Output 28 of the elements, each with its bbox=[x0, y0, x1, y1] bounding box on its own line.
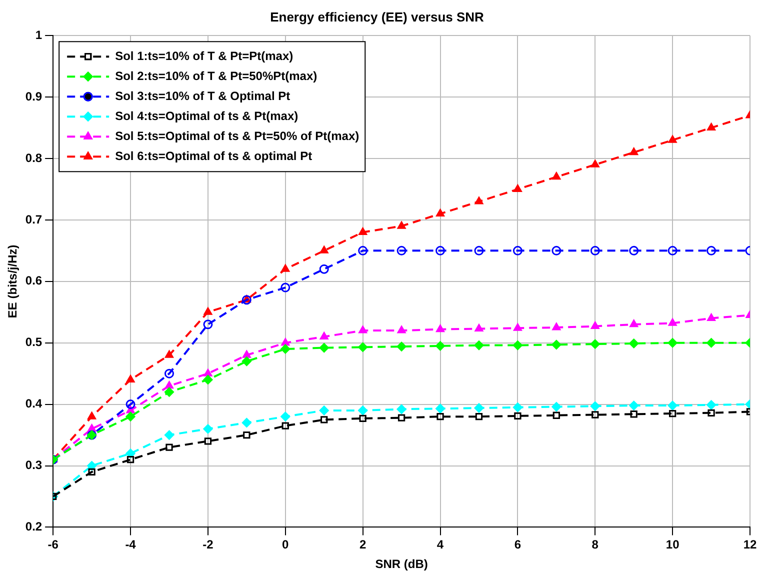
x-tick-label: 4 bbox=[436, 538, 444, 552]
y-tick-label: 0.8 bbox=[25, 150, 42, 165]
x-tick-label: 8 bbox=[592, 538, 599, 552]
x-tick-label: -6 bbox=[48, 538, 59, 552]
y-tick-label: 0.3 bbox=[25, 458, 42, 472]
legend-label: Sol 1:ts=10% of T & Pt=Pt(max) bbox=[115, 48, 294, 63]
legend-label: Sol 2:ts=10% of T & Pt=50%Pt(max) bbox=[115, 68, 318, 83]
x-axis-title: SNR (dB) bbox=[375, 557, 428, 572]
legend-label: Sol 4:ts=Optimal of ts & Pt(max) bbox=[115, 108, 298, 123]
x-tick-label: -4 bbox=[125, 538, 136, 552]
legend-label: Sol 3:ts=10% of T & Optimal Pt bbox=[115, 88, 290, 103]
legend-label: Sol 6:ts=Optimal of ts & optimal Pt bbox=[115, 148, 312, 163]
y-tick-label: 1 bbox=[35, 28, 42, 42]
x-tick-label: 10 bbox=[666, 538, 680, 552]
y-tick-label: 0.5 bbox=[25, 335, 42, 350]
x-tick-label: 0 bbox=[282, 538, 290, 552]
y-tick-label: 0.4 bbox=[25, 396, 42, 411]
y-tick-label: 0.6 bbox=[25, 274, 42, 288]
y-tick-label: 0.2 bbox=[25, 520, 42, 534]
y-tick-label: 0.7 bbox=[25, 212, 42, 226]
x-tick-label: 12 bbox=[743, 538, 757, 552]
y-tick-label: 0.9 bbox=[25, 89, 42, 104]
x-tick-label: 2 bbox=[359, 538, 366, 552]
legend-label: Sol 5:ts=Optimal of ts & Pt=50% of Pt(max) bbox=[115, 128, 360, 143]
x-tick-label: 6 bbox=[514, 538, 522, 552]
x-tick-label: -2 bbox=[202, 538, 214, 552]
chart-title: Energy efficiency (EE) versus SNR bbox=[270, 9, 485, 24]
y-axis-title: EE (bits/j/Hz) bbox=[6, 244, 20, 318]
